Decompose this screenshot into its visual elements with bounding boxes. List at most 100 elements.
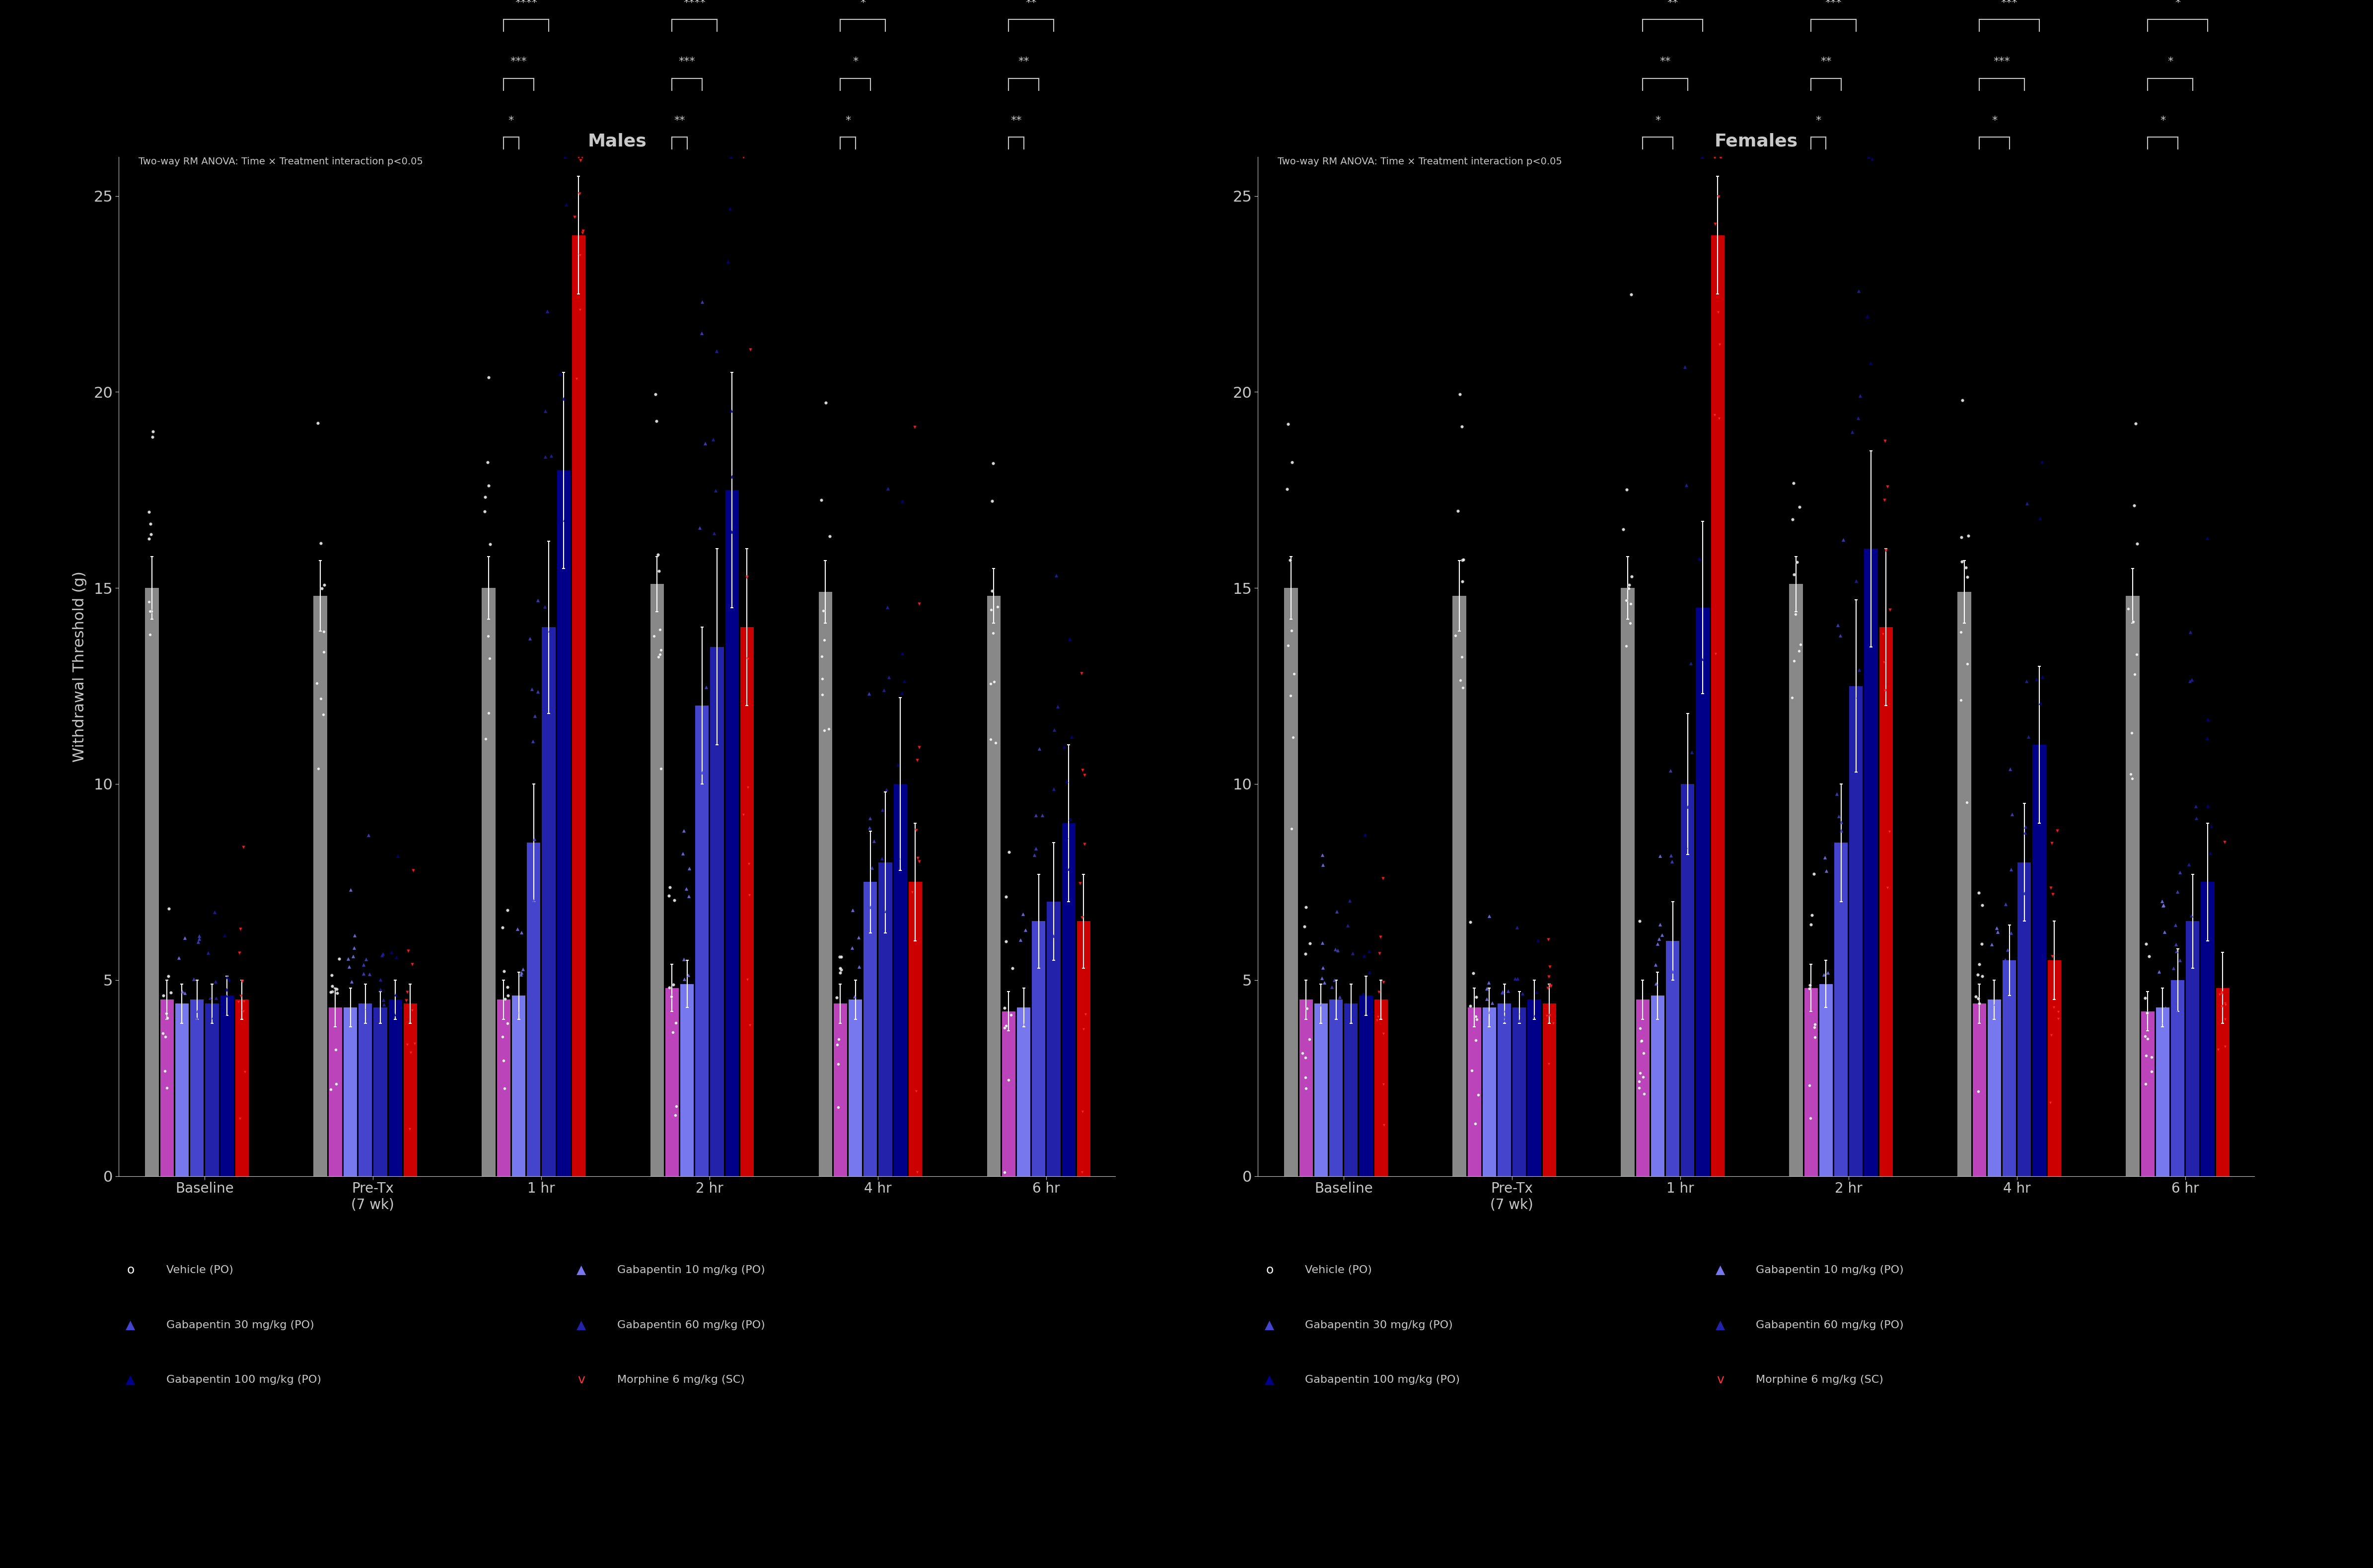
Point: [717, 691, 755, 717]
Point: [1364, 1021, 1402, 1046]
Text: ***: ***: [679, 56, 695, 66]
Point: [973, 728, 1011, 753]
Point: [1853, 146, 1891, 171]
Point: [361, 977, 399, 1002]
Point: [1958, 985, 1996, 1010]
Point: [1794, 861, 1832, 886]
Point: [897, 1079, 935, 1104]
Point: [1516, 1065, 1554, 1090]
Point: [850, 681, 888, 706]
Point: [313, 963, 351, 988]
Bar: [1697, 607, 1709, 1176]
Point: [1642, 1126, 1680, 1151]
Point: [664, 840, 702, 866]
Bar: [496, 1000, 510, 1176]
Point: [1960, 1079, 1998, 1104]
Point: [1958, 963, 1996, 988]
Point: [1611, 610, 1649, 635]
Bar: [2003, 960, 2017, 1176]
Point: [712, 464, 750, 489]
Point: [975, 670, 1013, 695]
Point: [1006, 1123, 1044, 1148]
Point: [2034, 944, 2072, 969]
Point: [1808, 859, 1846, 884]
Point: [2171, 903, 2209, 928]
Bar: [650, 583, 664, 1176]
Point: [1960, 952, 1998, 977]
Point: [1820, 804, 1858, 829]
Point: [1336, 1036, 1374, 1062]
Point: [978, 731, 1016, 756]
Point: [218, 989, 256, 1014]
Point: [1962, 892, 2000, 917]
Point: [978, 594, 1016, 619]
Point: [2034, 881, 2072, 906]
Point: [641, 641, 679, 666]
Point: [394, 999, 432, 1024]
Point: [971, 671, 1009, 696]
Point: [664, 966, 702, 991]
Point: [1979, 994, 2017, 1019]
Point: [1652, 1052, 1690, 1077]
Text: *: *: [508, 116, 515, 125]
Point: [1452, 909, 1490, 935]
Point: [880, 1038, 918, 1063]
Point: [503, 920, 541, 946]
Point: [1993, 1058, 2031, 1083]
Point: [1637, 931, 1675, 956]
Point: [1666, 804, 1704, 829]
Point: [1443, 414, 1481, 439]
Point: [1322, 985, 1360, 1010]
Point: [2117, 641, 2155, 666]
Point: [1682, 684, 1720, 709]
Point: [1851, 1160, 1889, 1185]
Point: [1943, 525, 1981, 550]
Point: [299, 756, 337, 781]
Point: [1334, 1090, 1372, 1115]
Point: [1362, 924, 1400, 949]
Point: [987, 1013, 1025, 1038]
Point: [486, 986, 524, 1011]
Point: [2207, 991, 2245, 1016]
Point: [1818, 781, 1856, 806]
Point: [1697, 212, 1735, 237]
Point: [1666, 354, 1704, 379]
Point: [1284, 1041, 1322, 1066]
Point: [1051, 626, 1089, 651]
Point: [562, 147, 600, 172]
Point: [527, 859, 565, 884]
Point: [365, 993, 403, 1018]
Point: [669, 963, 707, 988]
Point: [1865, 428, 1903, 453]
Point: [503, 956, 541, 982]
Point: [2031, 875, 2069, 900]
Point: [206, 983, 244, 1008]
Bar: [1865, 549, 1877, 1176]
Point: [878, 845, 916, 870]
Point: [1993, 801, 2031, 826]
Point: [1839, 657, 1877, 682]
Point: [1697, 144, 1735, 169]
Text: ▲: ▲: [577, 1264, 586, 1276]
Point: [330, 955, 368, 980]
Bar: [1452, 596, 1467, 1176]
Point: [562, 221, 600, 246]
Bar: [313, 596, 327, 1176]
Point: [821, 958, 859, 983]
Bar: [1834, 842, 1849, 1176]
Point: [657, 1010, 695, 1035]
Point: [669, 884, 707, 909]
Text: ▲: ▲: [126, 1374, 135, 1386]
Text: ▲: ▲: [1265, 1374, 1274, 1386]
Point: [1488, 978, 1526, 1004]
Point: [854, 936, 892, 961]
Point: [2126, 986, 2164, 1011]
Point: [489, 983, 527, 1008]
Bar: [513, 996, 524, 1176]
Point: [1853, 941, 1891, 966]
Point: [1312, 975, 1350, 1000]
Point: [484, 1047, 522, 1073]
Point: [1773, 506, 1811, 532]
Point: [1535, 1011, 1573, 1036]
Point: [1471, 903, 1509, 928]
